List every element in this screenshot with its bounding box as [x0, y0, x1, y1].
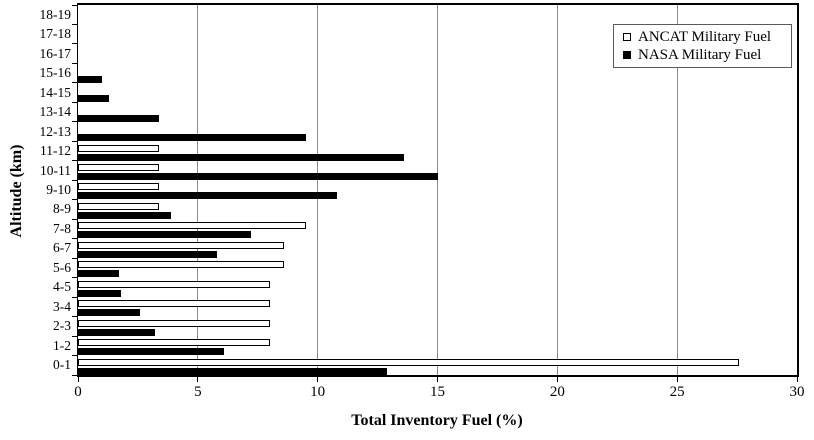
- y-axis-tick: [72, 199, 77, 201]
- y-axis-tick: [72, 218, 77, 220]
- y-tick-label: 3-4: [53, 298, 71, 314]
- nasa-bar: [78, 172, 438, 180]
- legend-item-nasa: NASA Military Fuel: [623, 46, 791, 64]
- x-axis-tick: [197, 377, 199, 382]
- x-tick-label: 30: [789, 384, 805, 400]
- ancat-swatch-icon: [623, 33, 631, 41]
- x-tick-label: 0: [74, 384, 82, 400]
- ancat-bar: [78, 202, 160, 210]
- x-axis-tick: [676, 377, 678, 382]
- nasa-bar: [78, 289, 122, 297]
- gridline: [197, 5, 199, 375]
- y-tick-label: 2-3: [53, 318, 71, 334]
- nasa-bar: [78, 153, 404, 161]
- ancat-bar: [78, 183, 160, 191]
- x-axis-tick: [556, 377, 558, 382]
- nasa-bar: [78, 328, 155, 336]
- x-axis-tick: [317, 377, 319, 382]
- y-axis-tick: [72, 374, 77, 376]
- x-axis-tick: [437, 377, 438, 382]
- y-axis-tick: [72, 296, 77, 298]
- gridline: [317, 5, 319, 375]
- nasa-bar: [78, 348, 225, 356]
- y-tick-label: 9-10: [46, 182, 71, 197]
- ancat-bar: [78, 144, 160, 152]
- legend-label-nasa: NASA Military Fuel: [638, 47, 762, 63]
- y-tick-label: 1-2: [53, 337, 71, 353]
- y-tick-label: 7-8: [53, 220, 71, 236]
- nasa-bar: [78, 134, 306, 142]
- y-axis-tick: [72, 101, 77, 103]
- gridline: [437, 5, 438, 375]
- nasa-bar: [78, 192, 337, 200]
- x-tick-label: 25: [669, 384, 685, 400]
- y-axis-tick: [72, 82, 77, 84]
- nasa-bar: [78, 270, 119, 278]
- y-axis-tick: [72, 179, 77, 181]
- y-axis-tick: [72, 316, 77, 318]
- nasa-bar: [78, 75, 102, 83]
- y-tick-label: 18-19: [39, 6, 72, 22]
- nasa-swatch-icon: [623, 51, 631, 59]
- ancat-bar: [78, 222, 306, 230]
- gridline: [556, 5, 558, 375]
- ancat-bar: [78, 241, 285, 249]
- y-tick-label: 12-13: [39, 123, 72, 139]
- y-tick-label: 5-6: [53, 259, 71, 275]
- y-axis-tick: [72, 4, 77, 6]
- x-axis-tick: [77, 377, 79, 382]
- nasa-bar: [78, 250, 217, 258]
- gridline: [676, 5, 678, 375]
- y-axis-tick: [72, 257, 77, 259]
- y-axis-tick: [72, 238, 77, 240]
- y-axis-tick: [72, 355, 77, 357]
- ancat-bar: [78, 280, 270, 288]
- legend: ANCAT Military Fuel NASA Military Fuel: [613, 24, 792, 68]
- legend-label-ancat: ANCAT Military Fuel: [638, 29, 772, 45]
- x-axis-tick: [796, 377, 798, 382]
- ancat-bar: [78, 300, 270, 308]
- legend-item-ancat: ANCAT Military Fuel: [623, 28, 791, 46]
- y-tick-label: 17-18: [39, 26, 72, 42]
- nasa-bar: [78, 114, 160, 122]
- y-axis-tick: [72, 160, 77, 162]
- y-axis-tick: [72, 121, 77, 123]
- x-tick-label: 5: [194, 384, 202, 400]
- y-tick-label: 13-14: [39, 104, 72, 120]
- y-tick-label: 4-5: [53, 279, 71, 295]
- x-tick-label: 20: [549, 384, 565, 400]
- y-tick-label: 10-11: [40, 162, 71, 178]
- y-axis-tick: [72, 43, 77, 45]
- x-tick-label: 15: [430, 384, 445, 400]
- y-axis-tick: [72, 335, 77, 337]
- nasa-bar: [78, 231, 251, 239]
- y-tick-label: 14-15: [39, 84, 72, 100]
- y-tick-label: 11-12: [40, 143, 71, 159]
- ancat-bar: [78, 261, 285, 269]
- y-axis-tick: [72, 140, 77, 142]
- x-axis-title: Total Inventory Fuel (%): [351, 412, 523, 429]
- y-tick-label: 16-17: [39, 45, 72, 61]
- y-axis-tick: [72, 23, 77, 25]
- ancat-bar: [78, 358, 740, 366]
- y-tick-label: 15-16: [39, 65, 72, 81]
- y-axis-tick: [72, 277, 77, 279]
- y-tick-label: 6-7: [53, 240, 71, 256]
- ancat-bar: [78, 319, 270, 327]
- nasa-bar: [78, 95, 110, 103]
- nasa-bar: [78, 309, 141, 317]
- y-tick-label: 0-1: [53, 357, 71, 373]
- y-axis-tick: [72, 62, 77, 64]
- nasa-bar: [78, 367, 388, 375]
- nasa-bar: [78, 211, 172, 219]
- ancat-bar: [78, 339, 270, 347]
- x-tick-label: 10: [310, 384, 326, 400]
- ancat-bar: [78, 163, 160, 171]
- y-tick-label: 8-9: [53, 201, 71, 217]
